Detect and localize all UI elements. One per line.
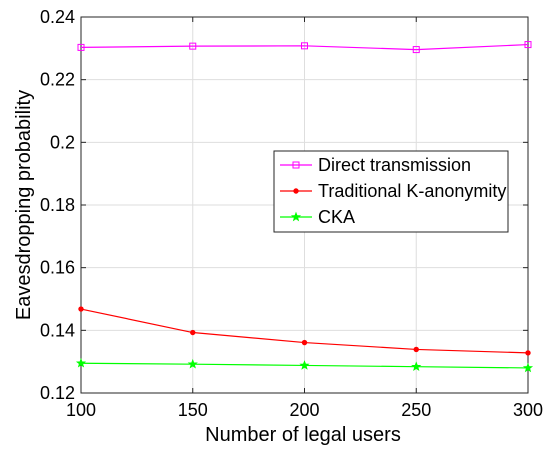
axis-ticks: 100 150 200 250 300 0.12 0.14 0.16 0.18 0.2 0.22 0.…: [40, 7, 543, 420]
series-0-point: [189, 42, 197, 50]
series-0-point: [301, 42, 308, 50]
x-tick-label: 250: [401, 400, 431, 420]
y-tick-label: 0.22: [40, 70, 75, 90]
y-tick-label: 0.14: [40, 320, 75, 340]
x-tick-label: 200: [289, 400, 319, 420]
y-tick-label: 0.2: [50, 132, 75, 152]
series-2-point: [299, 360, 310, 370]
legend-label: Direct transmission: [318, 155, 471, 175]
x-tick-label: 150: [178, 400, 208, 420]
legend-label: CKA: [318, 207, 355, 227]
series-2-point: [411, 361, 422, 372]
y-tick-label: 0.16: [40, 258, 75, 278]
series-1-point: [413, 346, 419, 353]
y-tick-label: 0.12: [40, 383, 75, 403]
legend: Direct transmission Traditional K-anonymi…: [273, 150, 509, 233]
x-tick-label: 100: [66, 400, 96, 420]
legend-swatch-marker: [290, 211, 302, 222]
x-axis-label: Number of legal users: [205, 424, 401, 446]
y-tick-label: 0.18: [40, 195, 75, 215]
legend-box: [273, 150, 509, 233]
series-group: [75, 41, 534, 373]
y-axis-label: Eavesdropping probability: [13, 90, 35, 320]
series-0-point: [524, 41, 532, 49]
series-1-point: [301, 339, 308, 346]
series-0-point: [77, 43, 85, 51]
x-tick-label: 300: [513, 400, 543, 420]
legend-label: Traditional K-anonymity: [318, 181, 506, 201]
series-2-point: [522, 362, 534, 373]
series-2-point: [75, 357, 87, 368]
legend-swatch-marker: [293, 188, 299, 194]
series-1-point: [78, 306, 84, 312]
legend-swatch-marker: [292, 161, 300, 169]
series-1-point: [525, 350, 531, 356]
series-1-point: [190, 329, 196, 336]
y-tick-label: 0.24: [40, 7, 75, 27]
series-0-point: [412, 46, 420, 54]
series-line-0: [80, 43, 529, 51]
series-2-point: [187, 358, 198, 369]
